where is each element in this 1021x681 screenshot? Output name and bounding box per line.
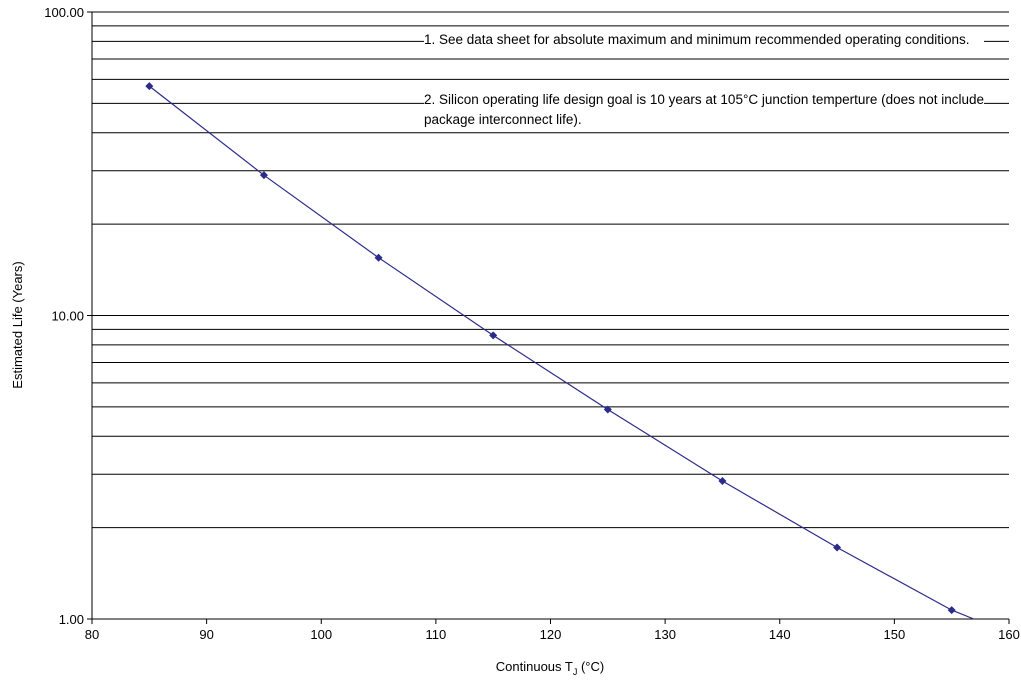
data-point [489,331,498,340]
x-tick-label: 150 [884,627,906,642]
x-tick-label: 160 [998,627,1020,642]
data-point [603,405,612,414]
x-tick-label: 90 [199,627,213,642]
data-point [145,82,154,91]
x-tick-label: 100 [310,627,332,642]
x-tick-label: 140 [769,627,791,642]
x-axis-title-main: Continuous T [496,659,573,674]
data-series [145,82,975,620]
y-tick-label: 1.00 [59,612,84,627]
data-point [374,253,383,262]
y-tick-label: 100.00 [44,5,84,20]
annotation-note-1: 1. See data sheet for absolute maximum a… [424,30,984,50]
data-point [718,476,727,485]
annotation-note-2: 2. Silicon operating life design goal is… [424,90,984,130]
x-tick-label: 110 [426,627,447,642]
data-point [833,543,842,552]
data-point [947,606,956,615]
x-axis-title: Continuous TJ (°C) [496,659,604,677]
x-axis-title-unit: (°C) [577,659,604,674]
x-tick-label: 130 [654,627,676,642]
series-line [148,85,975,620]
axes [87,11,1010,624]
x-axis-title-subscript: J [573,667,578,677]
data-point [259,171,268,180]
x-tick-label: 80 [85,627,99,642]
x-tick-label: 120 [540,627,562,642]
y-axis-title: Estimated Life (Years) [10,261,25,388]
tick-labels: 80 90 100 110 120 130 140 150 160 1.00 10.00 100.00 [44,5,1020,642]
y-tick-label: 10.00 [51,309,84,324]
